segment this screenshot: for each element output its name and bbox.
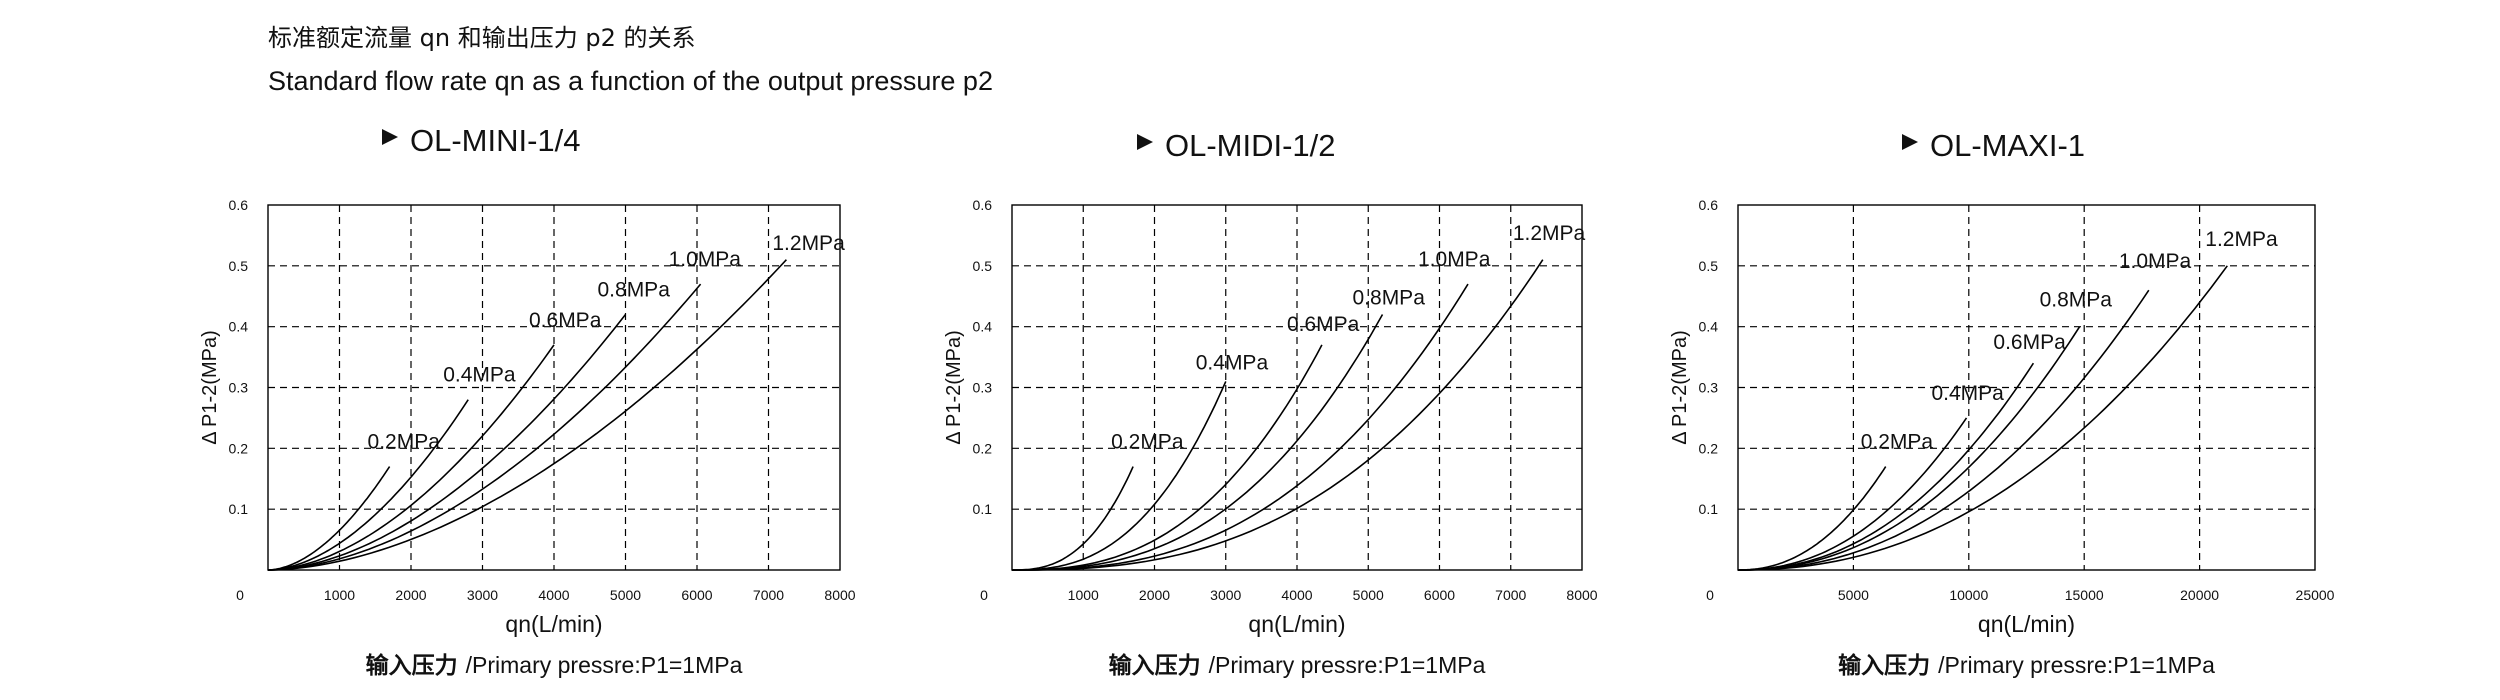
series-curve-0-2mpa (1738, 466, 1887, 571)
x-tick-label: 0 (236, 587, 244, 603)
x-tick-label: 0 (980, 587, 988, 603)
x-tick-label: 0 (1706, 587, 1714, 603)
y-tick-label: 0.6 (229, 197, 249, 213)
primary-pressure-caption: 输入压力 /Primary pressre:P1=1MPa (366, 652, 743, 679)
y-tick-label: 0.6 (973, 197, 993, 213)
x-tick-label: 3000 (467, 587, 498, 603)
x-axis-label: qn(L/min) (1978, 611, 2075, 637)
y-axis-label: Δ P1-2(MPa) (1669, 330, 1691, 445)
series-curve-0-4mpa (267, 399, 469, 571)
series-label: 1.2MPa (2205, 228, 2278, 251)
series-curve-0-6mpa (267, 344, 555, 571)
x-tick-label: 8000 (1566, 587, 1597, 603)
x-tick-label: 6000 (1424, 587, 1455, 603)
title-arrow-icon (382, 129, 398, 145)
series-label: 0.6MPa (1287, 313, 1360, 336)
x-tick-label: 4000 (538, 587, 569, 603)
page-title-en: Standard flow rate qn as a function of t… (268, 66, 993, 96)
x-tick-label: 1000 (324, 587, 355, 603)
x-tick-label: 5000 (1838, 587, 1869, 603)
series-label: 0.2MPa (1111, 431, 1184, 454)
y-tick-label: 0.4 (1699, 319, 1719, 335)
primary-pressure-caption: 输入压力 /Primary pressre:P1=1MPa (1109, 652, 1486, 679)
series-label: 1.0MPa (669, 248, 742, 271)
x-tick-label: 7000 (753, 587, 784, 603)
y-tick-label: 0.2 (229, 440, 249, 456)
series-curve-1-2mpa (1738, 265, 2228, 571)
y-tick-label: 0.5 (973, 258, 993, 274)
series-curve-0-2mpa (1012, 466, 1134, 571)
y-tick-label: 0.6 (1699, 197, 1719, 213)
chart-2: OL-MAXI-1 0 5000 10000 15000 20000 25000 0.1 0.2… (1669, 128, 2335, 679)
chart-title: OL-MAXI-1 (1930, 128, 2085, 163)
y-tick-label: 0.5 (1699, 258, 1719, 274)
x-axis-label: qn(L/min) (505, 611, 602, 637)
title-arrow-icon (1137, 134, 1153, 150)
series-label: 0.8MPa (1353, 287, 1426, 310)
x-tick-label: 15000 (2065, 587, 2104, 603)
x-tick-label: 5000 (1353, 587, 1384, 603)
x-tick-label: 3000 (1210, 587, 1241, 603)
series-label: 0.4MPa (443, 364, 516, 387)
x-tick-label: 5000 (610, 587, 641, 603)
series-curve-0-8mpa (1012, 314, 1384, 571)
series-label: 0.6MPa (529, 309, 602, 332)
x-tick-label: 8000 (824, 587, 855, 603)
y-tick-label: 0.4 (973, 319, 993, 335)
y-axis-label: Δ P1-2(MPa) (199, 330, 221, 445)
x-tick-label: 1000 (1068, 587, 1099, 603)
chart-0: OL-MINI-1/4 0 1000 2000 3000 4000 5000 6000 7000… (199, 123, 856, 679)
series-curve-1-0mpa (267, 283, 702, 571)
series-label: 0.2MPa (1861, 431, 1934, 454)
y-tick-label: 0.5 (229, 258, 249, 274)
series-label: 1.2MPa (1513, 222, 1586, 245)
series-label: 1.0MPa (1418, 248, 1491, 271)
chart-title: OL-MINI-1/4 (410, 123, 581, 158)
series-curve-0-4mpa (1012, 381, 1227, 571)
series-curve-0-2mpa (267, 466, 391, 571)
chart-1: OL-MIDI-1/2 0 1000 2000 3000 4000 5000 6000 7000… (943, 128, 1598, 679)
y-tick-label: 0.1 (1699, 501, 1719, 517)
series-curve-1-2mpa (1012, 259, 1544, 571)
page-title-cn: 标准额定流量 qn 和输出压力 p2 的关系 (268, 24, 696, 52)
series-curve-0-8mpa (1738, 326, 2081, 571)
series-label: 0.8MPa (598, 279, 671, 302)
y-tick-label: 0.2 (1699, 440, 1719, 456)
x-tick-label: 7000 (1495, 587, 1526, 603)
series-label: 0.4MPa (1931, 382, 2004, 405)
series-curve-1-0mpa (1738, 289, 2150, 571)
series-label: 0.6MPa (1993, 331, 2066, 354)
x-tick-label: 2000 (395, 587, 426, 603)
y-tick-label: 0.1 (973, 501, 993, 517)
series-label: 0.8MPa (2040, 289, 2113, 312)
chart-title: OL-MIDI-1/2 (1165, 128, 1336, 163)
y-tick-label: 0.3 (973, 380, 993, 396)
series-label: 0.4MPa (1196, 351, 1269, 374)
series-curve-0-8mpa (267, 314, 627, 571)
x-tick-label: 20000 (2180, 587, 2219, 603)
x-tick-label: 10000 (1949, 587, 1988, 603)
primary-pressure-caption: 输入压力 /Primary pressre:P1=1MPa (1838, 652, 2215, 679)
series-label: 1.0MPa (2119, 250, 2192, 273)
y-tick-label: 0.4 (229, 319, 249, 335)
x-tick-label: 25000 (2296, 587, 2335, 603)
x-tick-label: 6000 (681, 587, 712, 603)
series-label: 0.2MPa (368, 431, 441, 454)
x-tick-label: 2000 (1139, 587, 1170, 603)
series-curve-0-6mpa (1012, 344, 1323, 571)
title-arrow-icon (1902, 134, 1918, 150)
series-label: 1.2MPa (772, 232, 845, 255)
y-tick-label: 0.1 (229, 501, 249, 517)
series-curve-1-2mpa (267, 259, 787, 571)
x-axis-label: qn(L/min) (1248, 611, 1345, 637)
y-tick-label: 0.3 (1699, 380, 1719, 396)
x-tick-label: 4000 (1281, 587, 1312, 603)
y-axis-label: Δ P1-2(MPa) (943, 330, 965, 445)
y-tick-label: 0.2 (973, 440, 993, 456)
y-tick-label: 0.3 (229, 380, 249, 396)
